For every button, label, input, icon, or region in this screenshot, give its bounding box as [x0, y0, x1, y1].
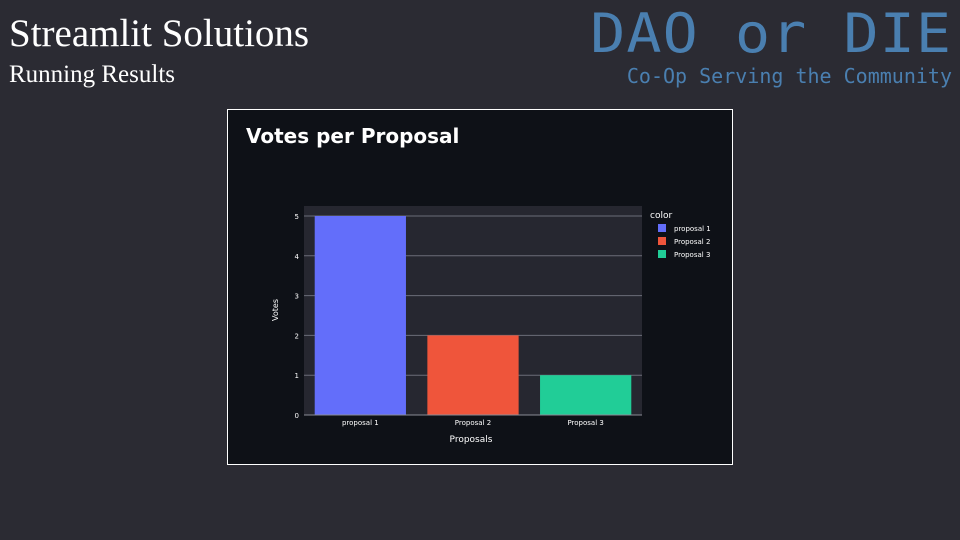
chart-frame: Votes per Proposal Votes Proposals color… [227, 109, 733, 465]
legend-entry-2: Proposal 2 [674, 238, 710, 246]
slide-subtitle: Running Results [9, 61, 175, 88]
y-tick-label: 5 [295, 213, 299, 221]
legend-swatch-2 [658, 237, 666, 245]
x-tick-label: Proposal 2 [455, 419, 491, 427]
legend-entry-1: proposal 1 [674, 225, 711, 233]
brand-logo: DAO or DIE Co-Op Serving the Community [590, 6, 952, 89]
y-tick-label: 1 [295, 372, 299, 380]
brand-tagline: Co-Op Serving the Community [626, 64, 952, 88]
bar-1 [314, 216, 406, 415]
legend-entry-3: Proposal 3 [674, 251, 710, 259]
bar-2 [427, 335, 519, 415]
y-tick-label: 0 [295, 412, 299, 420]
bar-3 [540, 375, 632, 415]
y-tick-label: 4 [295, 253, 300, 261]
chart-title: Votes per Proposal [246, 124, 459, 148]
brand-name: DAO or DIE [590, 2, 952, 65]
legend-swatch-3 [658, 250, 666, 258]
y-tick-label: 2 [295, 332, 299, 340]
votes-bar-chart: Votes per Proposal Votes Proposals color… [246, 124, 711, 445]
x-axis-label: Proposals [450, 435, 493, 445]
x-tick-label: proposal 1 [342, 419, 379, 427]
y-axis-label: Votes [271, 299, 280, 321]
x-tick-label: Proposal 3 [567, 419, 603, 427]
slide-title: Streamlit Solutions [9, 12, 310, 55]
legend-title: color [650, 211, 672, 221]
y-tick-label: 3 [295, 293, 299, 301]
legend-swatch-1 [658, 224, 666, 232]
